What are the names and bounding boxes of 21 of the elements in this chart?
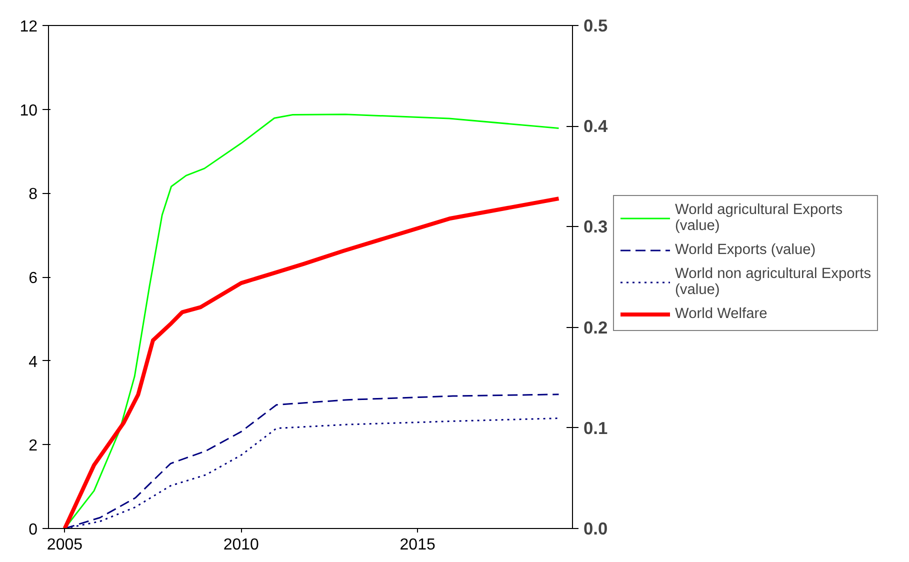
- y2-tick-label: 0.2: [584, 317, 608, 338]
- y2-tick-label: 0.1: [584, 418, 608, 438]
- y-tick-label: 6: [28, 270, 38, 287]
- legend-label: World Welfare: [675, 306, 768, 322]
- y-tick-label: 8: [28, 186, 38, 204]
- y-tick-label: 4: [28, 354, 38, 371]
- y2-tick-label: 0.5: [584, 16, 608, 36]
- y2-tick-label: 0.4: [584, 116, 608, 136]
- x-tick-label: 2005: [46, 536, 83, 554]
- y-tick-label: 2: [28, 438, 38, 455]
- x-tick-label: 2015: [400, 536, 436, 554]
- legend-label: World non agricultural Exports (value): [675, 266, 872, 298]
- y-tick-label: 10: [20, 102, 38, 120]
- line-series: [62, 196, 561, 528]
- x-tick-label: 2010: [223, 536, 260, 554]
- legend-label: World Exports (value): [675, 242, 816, 258]
- legend-label: World agricultural Exports (value): [675, 202, 843, 234]
- y2-tick-label: 0.3: [584, 216, 608, 237]
- y-tick-label: 0: [28, 522, 38, 538]
- y-tick-label: 12: [20, 18, 38, 36]
- y2-tick-label: 0.0: [584, 518, 608, 538]
